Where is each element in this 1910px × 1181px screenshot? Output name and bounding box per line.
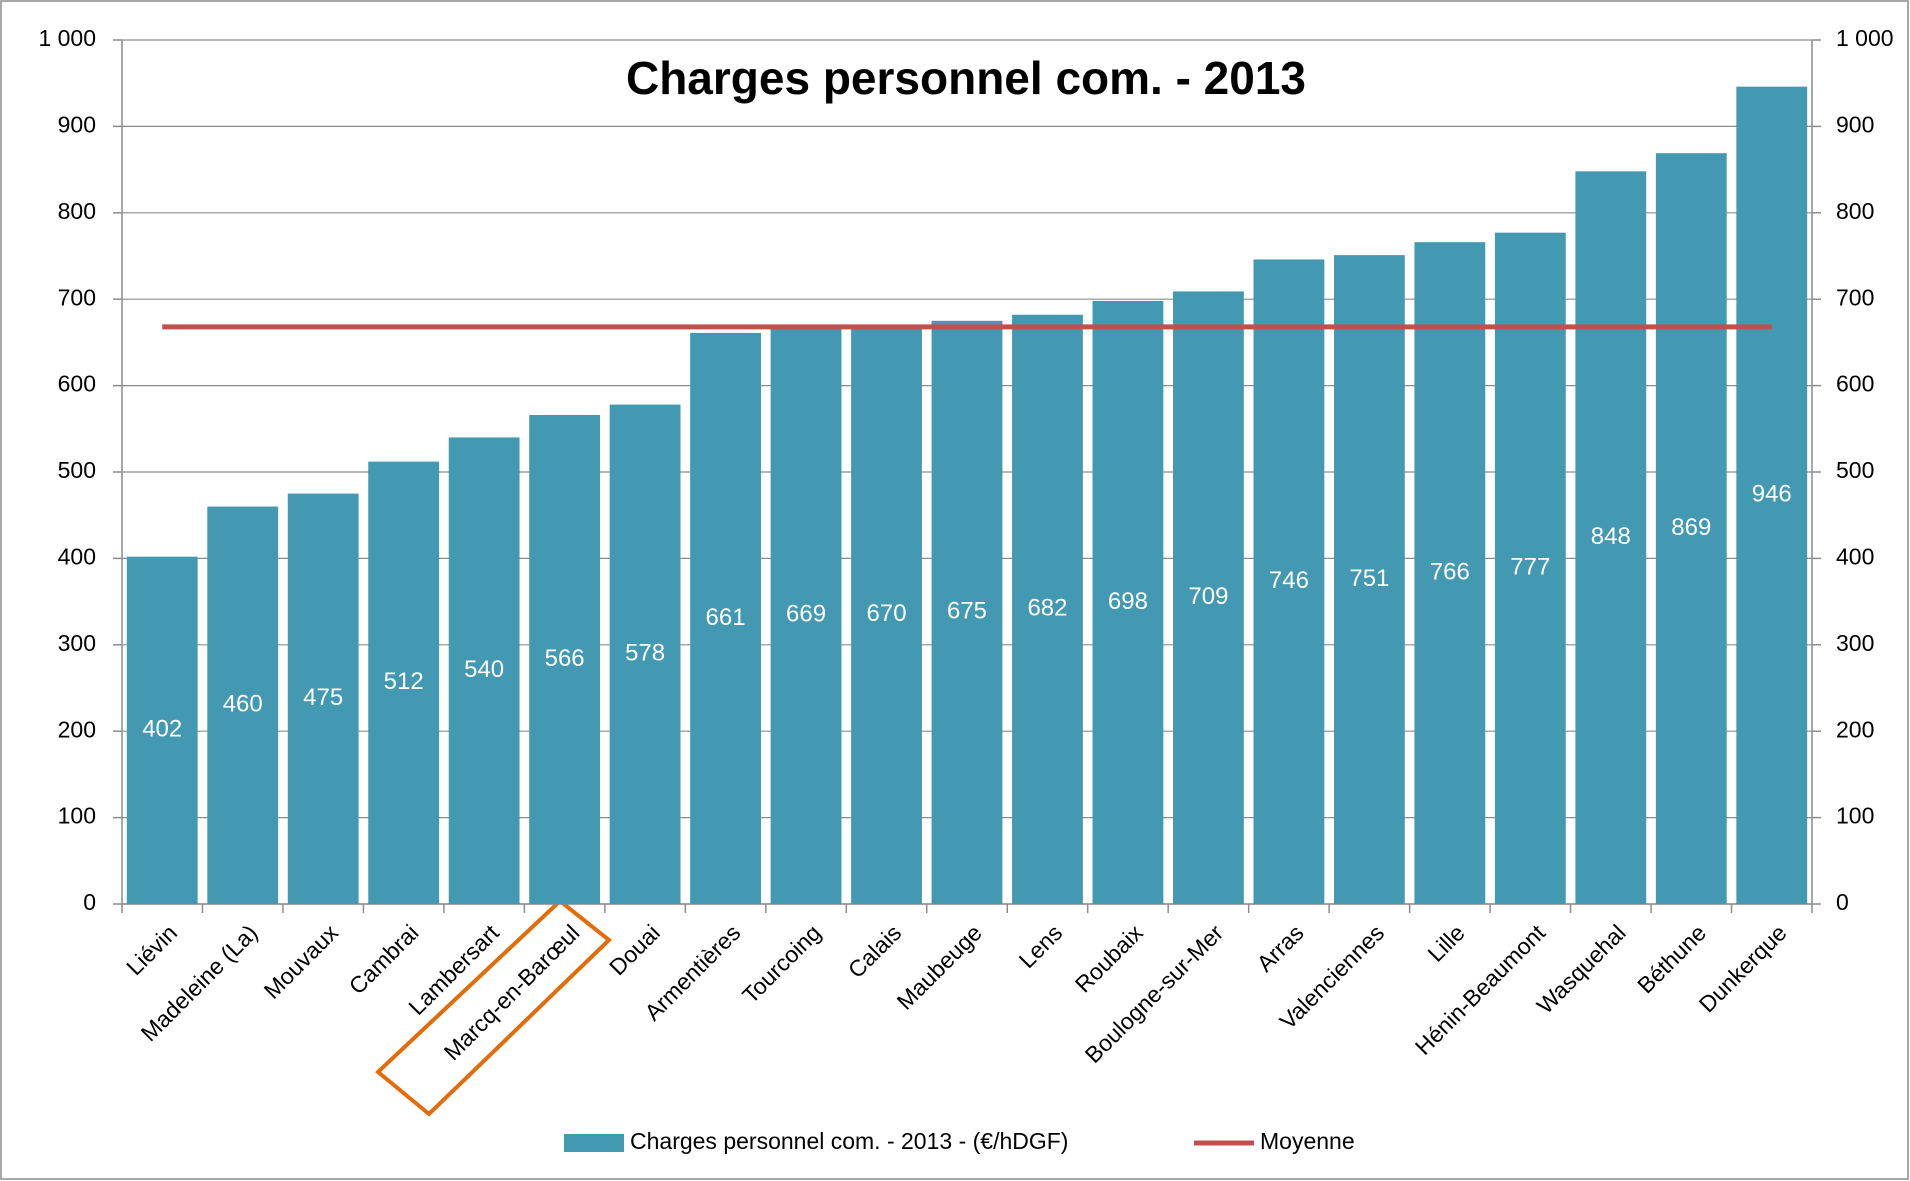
highlight-box <box>374 898 613 1117</box>
y-tick-label: 800 <box>58 198 96 224</box>
legend-label: Moyenne <box>1260 1128 1355 1154</box>
data-label: 682 <box>1027 595 1067 622</box>
data-label: 946 <box>1752 481 1792 508</box>
bar <box>770 325 842 904</box>
y2-tick-label: 900 <box>1836 111 1874 137</box>
y-tick-label: 700 <box>58 284 96 310</box>
data-label: 777 <box>1510 554 1550 581</box>
chart-title: Charges personnel com. - 2013 <box>626 52 1306 104</box>
bar <box>1575 171 1647 904</box>
y2-tick-label: 700 <box>1836 284 1874 310</box>
bar <box>1333 255 1405 905</box>
y-tick-label: 1 000 <box>38 25 96 51</box>
bar <box>368 461 440 904</box>
bar <box>1253 259 1325 904</box>
y2-tick-label: 500 <box>1836 457 1874 483</box>
data-label: 698 <box>1108 588 1148 615</box>
y-tick-label: 300 <box>58 630 96 656</box>
y-tick-label: 100 <box>58 803 96 829</box>
bar <box>851 325 922 904</box>
y-tick-label: 400 <box>58 543 96 569</box>
bar <box>529 414 601 904</box>
bar <box>609 404 681 904</box>
bar <box>1655 153 1727 904</box>
data-label: 578 <box>625 640 665 667</box>
y2-tick-label: 300 <box>1836 630 1874 656</box>
data-label: 751 <box>1349 565 1389 592</box>
bar <box>1012 314 1083 904</box>
data-label: 709 <box>1188 583 1228 610</box>
bar <box>1494 232 1566 904</box>
data-label: 540 <box>464 656 504 683</box>
data-label: 512 <box>384 668 424 695</box>
bar <box>1414 242 1486 904</box>
data-label: 402 <box>142 716 182 743</box>
data-label: 675 <box>947 598 987 625</box>
y2-tick-label: 800 <box>1836 198 1874 224</box>
data-label: 566 <box>545 645 585 672</box>
data-label: 669 <box>786 600 826 627</box>
legend-swatch <box>564 1134 624 1152</box>
y-tick-label: 600 <box>58 371 96 397</box>
y2-tick-label: 400 <box>1836 543 1874 569</box>
y-tick-label: 0 <box>83 889 96 915</box>
y2-tick-label: 0 <box>1836 889 1849 915</box>
y2-tick-label: 1 000 <box>1836 25 1894 51</box>
y-tick-label: 900 <box>58 111 96 137</box>
y2-tick-label: 200 <box>1836 716 1874 742</box>
y-tick-label: 200 <box>58 716 96 742</box>
bar <box>690 332 761 904</box>
bar <box>1736 86 1808 904</box>
data-label: 869 <box>1671 514 1711 541</box>
y-tick-label: 500 <box>58 457 96 483</box>
data-label: 460 <box>223 691 263 718</box>
data-label: 848 <box>1591 523 1631 550</box>
bar <box>1092 300 1164 905</box>
data-label: 746 <box>1269 567 1309 594</box>
bar <box>207 506 279 904</box>
y2-tick-label: 100 <box>1836 803 1874 829</box>
data-label: 670 <box>867 600 907 627</box>
data-label: 475 <box>303 684 343 711</box>
bar <box>448 437 520 904</box>
bar <box>931 320 1003 904</box>
data-label: 661 <box>706 604 746 631</box>
bar <box>287 493 359 904</box>
y2-tick-label: 600 <box>1836 371 1874 397</box>
data-label: 766 <box>1430 558 1470 585</box>
bar <box>126 556 198 904</box>
legend-label: Charges personnel com. - 2013 - (€/hDGF) <box>630 1128 1068 1154</box>
bar <box>1173 291 1244 904</box>
